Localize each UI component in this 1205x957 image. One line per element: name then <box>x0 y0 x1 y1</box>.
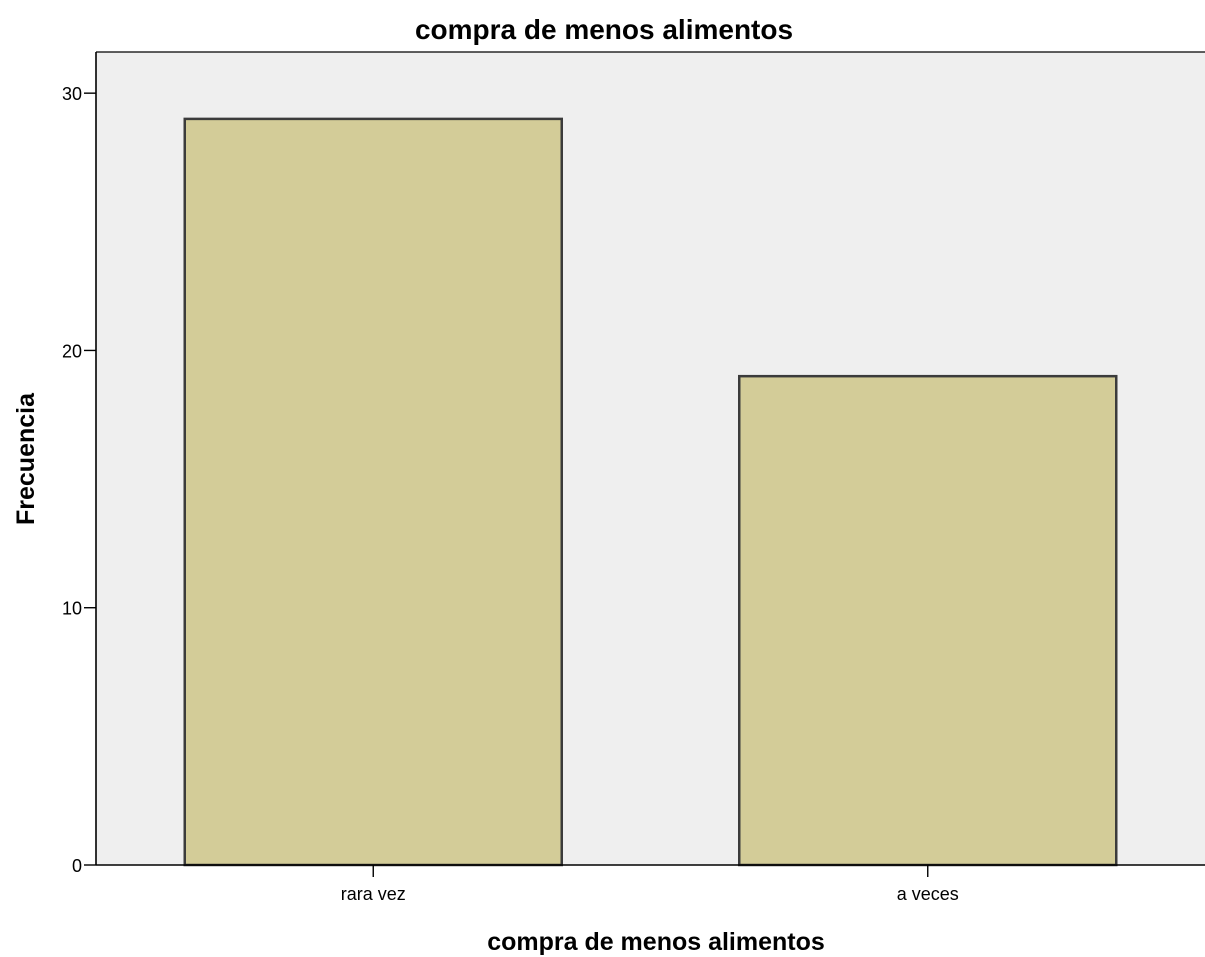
y-ticks-group: 0 10 20 30 <box>62 84 96 876</box>
bar-a-veces <box>738 374 1118 867</box>
x-axis-title: compra de menos alimentos <box>487 928 825 956</box>
bar-rara-vez <box>183 117 563 867</box>
x-ticks-group: rara vez a veces <box>341 865 959 904</box>
x-tick-label: rara vez <box>341 884 406 904</box>
y-tick-label: 30 <box>62 84 82 104</box>
chart-title: compra de menos alimentos <box>415 14 793 45</box>
x-tick-label: a veces <box>897 884 959 904</box>
y-axis-title: Frecuencia <box>12 392 40 525</box>
y-tick-label: 10 <box>62 599 82 619</box>
bars-group <box>183 117 1118 867</box>
y-tick-label: 0 <box>72 856 82 876</box>
y-tick-label: 20 <box>62 341 82 361</box>
